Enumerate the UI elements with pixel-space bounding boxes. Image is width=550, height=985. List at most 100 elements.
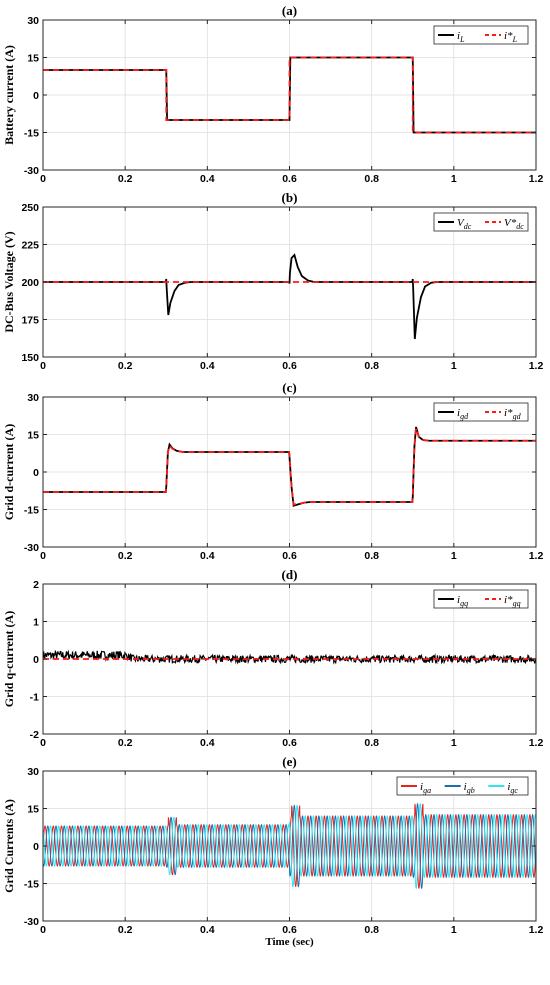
x-tick-label: 0.4 bbox=[200, 550, 215, 562]
x-tick-label: 0.6 bbox=[282, 550, 297, 562]
legend-label: igb bbox=[464, 781, 475, 795]
y-tick-label: -15 bbox=[24, 879, 39, 891]
legend-label: V*dc bbox=[504, 217, 524, 231]
y-tick-label: 0 bbox=[33, 467, 39, 479]
legend-box bbox=[433, 402, 529, 422]
x-tick-label: 0.4 bbox=[200, 173, 215, 185]
legend-label-subscript: gd bbox=[513, 412, 522, 421]
legend-label-base: i bbox=[457, 594, 460, 606]
plot-lines bbox=[43, 426, 536, 507]
y-tick-label: 0 bbox=[33, 90, 39, 102]
x-tick-label: 0.2 bbox=[118, 550, 133, 562]
legend: igq i*gq bbox=[433, 589, 529, 609]
series-line-igd bbox=[43, 426, 536, 507]
legend-label: igd bbox=[457, 407, 469, 421]
series-line-Vdc bbox=[43, 253, 536, 340]
x-tick-label: 0.8 bbox=[364, 550, 379, 562]
y-tick-label: 15 bbox=[27, 53, 39, 65]
legend-box bbox=[433, 25, 529, 45]
y-tick-label: -30 bbox=[24, 542, 39, 554]
x-tick-label: 0.8 bbox=[364, 924, 379, 936]
y-axis-label: Grid d-current (A) bbox=[2, 424, 16, 520]
legend-label-subscript: dc bbox=[464, 222, 472, 231]
x-tick-label: 1 bbox=[451, 360, 457, 372]
x-tick-label: 0.8 bbox=[364, 360, 379, 372]
panel-c: 0 0.2 0.4 0.6 0.8 1 1.2 -30 -15 0 15 30 (c) Grid d-cu… bbox=[2, 380, 543, 562]
y-tick-label: 0 bbox=[33, 841, 39, 853]
y-tick-label: 0 bbox=[33, 654, 39, 666]
plot-lines bbox=[43, 253, 536, 340]
x-tick-label: 1.2 bbox=[529, 550, 544, 562]
panel-title: (e) bbox=[282, 754, 296, 769]
x-tick-label: 1.2 bbox=[529, 360, 544, 372]
x-axis-label: Time (sec) bbox=[265, 936, 314, 948]
x-tick-label: 0.2 bbox=[118, 360, 133, 372]
x-tick-label: 0.2 bbox=[118, 173, 133, 185]
legend-label-base: i bbox=[420, 781, 423, 793]
legend-label-subscript: gd bbox=[460, 412, 469, 421]
x-tick-label: 0.6 bbox=[282, 360, 297, 372]
legend-label: igc bbox=[507, 781, 518, 795]
legend-label: Vdc bbox=[457, 217, 472, 231]
y-tick-label: 225 bbox=[21, 240, 39, 252]
y-tick-label: 30 bbox=[27, 766, 39, 778]
plot-lines bbox=[43, 56, 536, 134]
legend-label-base: i bbox=[464, 781, 467, 793]
y-tick-label: 30 bbox=[27, 15, 39, 27]
legend-label: i*L bbox=[504, 30, 518, 44]
x-tick-label: 1 bbox=[451, 173, 457, 185]
panel-b: 0 0.2 0.4 0.6 0.8 1 1.2 150 175 200 225 250 (b) DC-Bu… bbox=[2, 190, 543, 372]
x-tick-label: 1.2 bbox=[529, 173, 544, 185]
y-tick-label: -1 bbox=[30, 692, 39, 704]
series-line-iga bbox=[43, 803, 536, 889]
series-line-igb bbox=[43, 802, 536, 890]
legend-label-base: i bbox=[507, 781, 510, 793]
legend-label: igq bbox=[457, 594, 468, 608]
legend-box bbox=[396, 776, 529, 796]
legend-label: iga bbox=[420, 781, 431, 795]
legend: igd i*gd bbox=[433, 402, 529, 422]
y-tick-label: -15 bbox=[24, 505, 39, 517]
y-tick-label: 15 bbox=[27, 804, 39, 816]
legend-box bbox=[433, 589, 529, 609]
legend-label-subscript: L bbox=[459, 35, 465, 44]
x-tick-label: 0.8 bbox=[364, 173, 379, 185]
series-line-iref-L bbox=[43, 56, 536, 134]
legend: iL i*L bbox=[433, 25, 529, 45]
legend-label-base: V bbox=[457, 217, 465, 229]
x-tick-label: 0.6 bbox=[282, 924, 297, 936]
plot-lines bbox=[43, 649, 536, 665]
legend-label: iL bbox=[457, 30, 465, 44]
legend-label-subscript: L bbox=[512, 35, 518, 44]
panel-title: (a) bbox=[282, 3, 297, 18]
panel-e: 0 0.2 0.4 0.6 0.8 1 1.2 -30 -15 0 15 30 (e) Grid Curr… bbox=[2, 754, 543, 948]
y-tick-label: -30 bbox=[24, 916, 39, 928]
y-axis-label: DC-Bus Voltage (V) bbox=[2, 231, 16, 332]
x-tick-label: 0.2 bbox=[118, 737, 133, 749]
y-axis-label: Grid q-current (A) bbox=[2, 611, 16, 707]
legend-box bbox=[433, 212, 529, 232]
x-tick-label: 0 bbox=[40, 550, 46, 562]
x-tick-label: 0 bbox=[40, 173, 46, 185]
x-tick-label: 1.2 bbox=[529, 924, 544, 936]
legend: Vdc V*dc bbox=[433, 212, 529, 232]
x-tick-label: 1 bbox=[451, 924, 457, 936]
y-axis-label: Grid Currents (A) bbox=[2, 799, 16, 893]
y-tick-label: 15 bbox=[27, 430, 39, 442]
legend: iga igb igc bbox=[396, 776, 529, 796]
x-tick-label: 0 bbox=[40, 360, 46, 372]
x-tick-label: 1.2 bbox=[529, 737, 544, 749]
y-tick-label: -15 bbox=[24, 128, 39, 140]
legend-label-subscript: gq bbox=[513, 599, 521, 608]
x-tick-label: 0.6 bbox=[282, 737, 297, 749]
legend-label-base: i* bbox=[504, 594, 513, 606]
y-tick-label: -2 bbox=[30, 729, 39, 741]
y-tick-label: 30 bbox=[27, 392, 39, 404]
legend-label-base: i bbox=[457, 407, 460, 419]
panel-d: 0 0.2 0.4 0.6 0.8 1 1.2 -2 -1 0 1 2 (d) Grid q-curren… bbox=[2, 567, 543, 749]
x-tick-label: 0.6 bbox=[282, 173, 297, 185]
series-line-iref-gd bbox=[43, 427, 536, 506]
x-tick-label: 0.4 bbox=[200, 360, 215, 372]
y-tick-label: 200 bbox=[21, 277, 39, 289]
